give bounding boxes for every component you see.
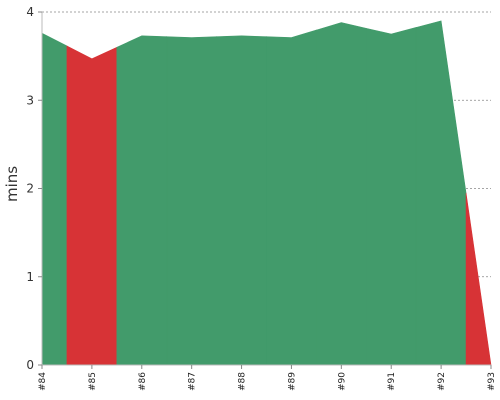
area-series (41, 20, 492, 366)
y-tick-label: 0 (26, 358, 34, 372)
area-segment-build-93[interactable] (465, 192, 492, 366)
y-tick-labels: 0 1 2 3 4 (26, 5, 42, 372)
x-tick-label: #86 (138, 372, 148, 391)
area-segment-build-84[interactable] (41, 32, 68, 366)
y-tick-label: 3 (26, 93, 34, 107)
x-tick-label: #93 (487, 372, 497, 391)
x-tick-label: #88 (238, 372, 248, 391)
area-segment-build-85[interactable] (66, 45, 118, 366)
area-segment-build-89[interactable] (266, 29, 317, 366)
x-tick-labels: #84 #85 #86 #87 #88 #89 #90 #91 #92 #93 (38, 365, 497, 391)
area-segment-build-86[interactable] (116, 35, 168, 366)
area-segment-build-88[interactable] (216, 35, 267, 366)
x-tick-label: #92 (437, 372, 447, 391)
x-tick-label: #91 (387, 372, 397, 391)
y-tick-label: 1 (26, 270, 34, 284)
area-segment-build-91[interactable] (365, 27, 417, 366)
x-tick-label: #89 (287, 372, 297, 391)
y-tick-label: 4 (26, 5, 34, 19)
area-segment-build-87[interactable] (166, 36, 217, 366)
y-axis-title: mins (3, 166, 21, 202)
area-segment-build-90[interactable] (316, 22, 367, 366)
x-tick-label: #87 (188, 372, 198, 391)
y-tick-label: 2 (26, 182, 34, 196)
x-tick-label: #84 (38, 372, 48, 391)
area-segment-build-92[interactable] (415, 20, 467, 366)
x-tick-label: #90 (337, 372, 347, 391)
x-tick-label: #85 (88, 372, 98, 391)
